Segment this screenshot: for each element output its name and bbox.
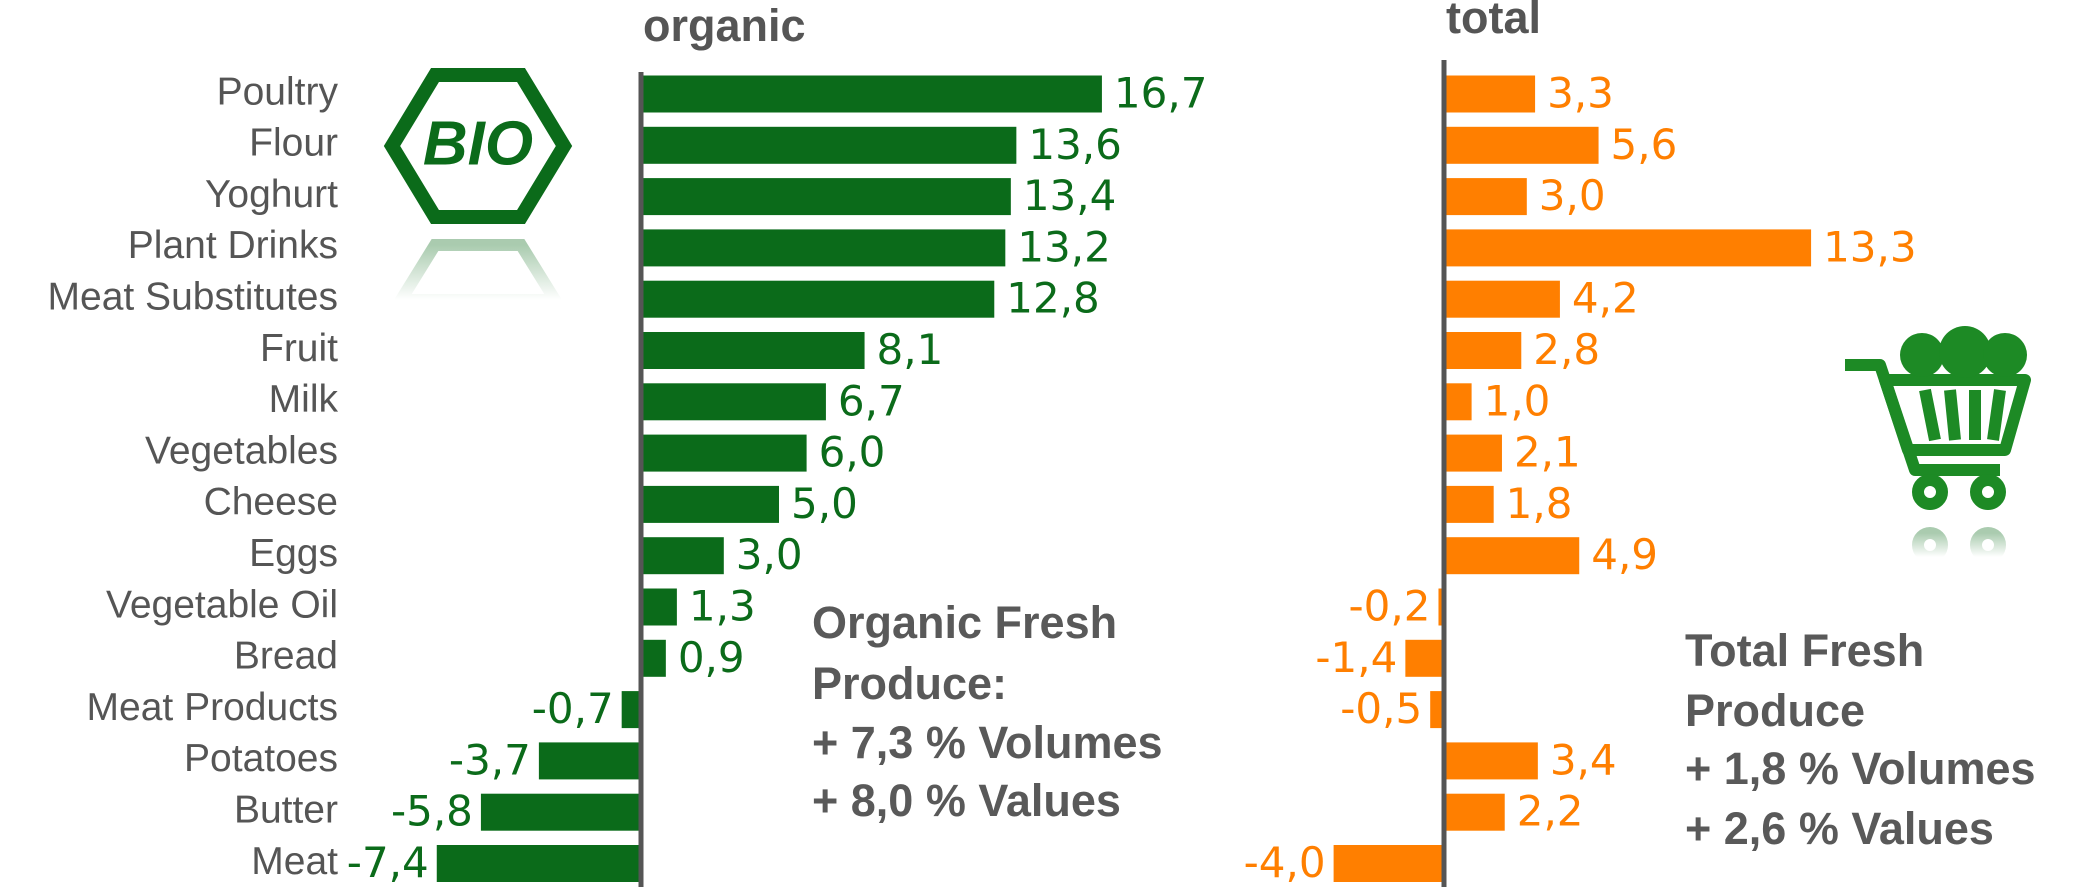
bar xyxy=(621,691,641,729)
panel-title: organic xyxy=(643,0,806,51)
category-label: Flour xyxy=(249,122,338,165)
value-label: 4,9 xyxy=(1591,530,1658,579)
bar xyxy=(1444,434,1502,472)
value-label: 5,6 xyxy=(1611,120,1678,169)
bar xyxy=(641,126,1017,164)
annotation: + 1,8 % Volumes xyxy=(1685,743,2036,794)
bar xyxy=(641,383,826,421)
bar xyxy=(641,229,1006,267)
annotation: Produce: xyxy=(812,658,1007,709)
annotation: + 7,3 % Volumes xyxy=(812,717,1163,768)
bar xyxy=(1430,691,1444,729)
value-label: -1,4 xyxy=(1315,633,1397,682)
category-label: Plant Drinks xyxy=(128,224,338,267)
bar xyxy=(1438,588,1444,626)
bar xyxy=(1444,229,1812,267)
annotation: + 2,6 % Values xyxy=(1685,803,1994,854)
bar xyxy=(641,588,677,626)
value-label: 6,7 xyxy=(838,376,905,425)
bar xyxy=(1405,639,1444,677)
bio-logo: BIO xyxy=(383,68,573,306)
value-label: 16,7 xyxy=(1114,69,1208,118)
bar xyxy=(641,537,724,575)
bar xyxy=(641,485,779,523)
bar xyxy=(1444,332,1522,369)
logo-text: BIO xyxy=(423,109,533,178)
value-label: 13,6 xyxy=(1028,120,1122,169)
annotation: Organic Fresh xyxy=(812,597,1117,648)
value-label: 1,3 xyxy=(689,582,756,631)
value-label: 2,1 xyxy=(1514,428,1581,477)
bar xyxy=(1444,537,1580,575)
bar xyxy=(436,845,641,882)
value-label: 3,4 xyxy=(1550,735,1617,784)
bar xyxy=(641,332,865,369)
bar xyxy=(1444,178,1527,216)
value-label: -5,8 xyxy=(391,787,473,836)
category-label: Cheese xyxy=(204,481,338,524)
value-label: 2,2 xyxy=(1517,787,1584,836)
bar xyxy=(480,793,641,831)
value-label: -0,7 xyxy=(532,684,614,733)
bar xyxy=(641,75,1102,113)
category-label: Butter xyxy=(234,788,338,831)
category-label: Meat xyxy=(251,840,338,883)
value-label: 2,8 xyxy=(1533,325,1600,374)
bar xyxy=(1444,280,1560,318)
category-label: Vegetables xyxy=(145,429,338,472)
value-label: 13,2 xyxy=(1017,222,1111,271)
category-label: Fruit xyxy=(260,327,338,370)
value-label: 1,8 xyxy=(1506,479,1573,528)
bar xyxy=(1444,126,1599,164)
value-label: -0,5 xyxy=(1340,684,1422,733)
value-label: 3,3 xyxy=(1547,69,1614,118)
bar xyxy=(1444,75,1536,113)
value-label: 13,4 xyxy=(1023,171,1117,220)
category-label: Meat Substitutes xyxy=(48,275,338,318)
cart-icon xyxy=(1845,326,2031,563)
value-label: 13,3 xyxy=(1823,222,1917,271)
category-label: Vegetable Oil xyxy=(106,583,338,626)
category-label: Milk xyxy=(269,378,339,421)
value-label: 5,0 xyxy=(791,479,858,528)
value-label: 3,0 xyxy=(736,530,803,579)
value-label: 1,0 xyxy=(1484,376,1551,425)
value-label: -0,2 xyxy=(1349,582,1431,631)
panel-title: total xyxy=(1446,0,1541,43)
value-label: -3,7 xyxy=(449,735,531,784)
value-label: 12,8 xyxy=(1006,274,1100,323)
bar xyxy=(1444,383,1472,421)
bar xyxy=(641,280,995,318)
category-label: Meat Products xyxy=(87,686,338,729)
category-label: Yoghurt xyxy=(205,173,338,216)
bar xyxy=(641,639,666,677)
value-label: -4,0 xyxy=(1244,838,1326,887)
value-label: 6,0 xyxy=(819,428,886,477)
value-label: 3,0 xyxy=(1539,171,1606,220)
value-label: 4,2 xyxy=(1572,274,1639,323)
bar xyxy=(538,742,641,780)
value-label: 8,1 xyxy=(877,325,944,374)
value-label: -7,4 xyxy=(347,838,429,887)
value-label: 0,9 xyxy=(678,633,745,682)
bar xyxy=(1444,485,1494,523)
bar xyxy=(1333,845,1444,882)
annotation: + 8,0 % Values xyxy=(812,775,1121,826)
category-label: Eggs xyxy=(249,532,338,575)
bar xyxy=(1444,793,1505,831)
bar xyxy=(641,434,807,472)
annotation: Total Fresh xyxy=(1685,625,1924,676)
bar xyxy=(641,178,1011,216)
category-label: Bread xyxy=(234,635,338,678)
annotation: Produce xyxy=(1685,685,1865,736)
bar xyxy=(1444,742,1538,780)
category-label: Poultry xyxy=(217,70,339,113)
category-label: Potatoes xyxy=(184,737,338,780)
